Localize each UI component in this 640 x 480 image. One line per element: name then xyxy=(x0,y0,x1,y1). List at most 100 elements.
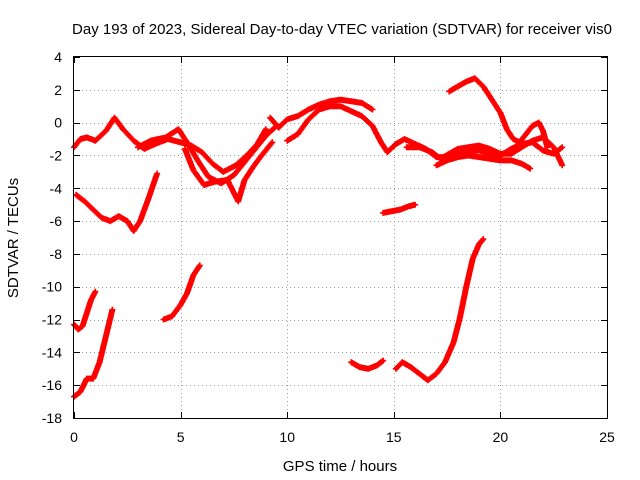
data-point xyxy=(531,124,534,128)
data-point xyxy=(121,128,125,131)
data-point xyxy=(509,147,513,151)
y-tick-label: 0 xyxy=(54,115,62,131)
chart-title: Day 193 of 2023, Sidereal Day-to-day VTE… xyxy=(72,21,612,38)
data-point xyxy=(435,372,438,375)
series-arc-3 xyxy=(181,139,276,205)
y-tick-label: -10 xyxy=(42,279,62,295)
series-markers xyxy=(71,288,99,333)
data-point xyxy=(185,292,189,295)
data-point xyxy=(286,118,289,121)
series-markers xyxy=(348,357,387,372)
data-point xyxy=(350,361,353,364)
data-point xyxy=(360,101,363,105)
data-point xyxy=(234,164,238,167)
data-point xyxy=(435,164,438,167)
data-point xyxy=(488,147,491,151)
data-point xyxy=(109,219,112,223)
series-arc-15 xyxy=(392,236,487,384)
data-point xyxy=(339,105,342,108)
data-point xyxy=(405,146,408,149)
data-point xyxy=(296,132,300,136)
data-point xyxy=(552,146,555,149)
data-point xyxy=(196,159,199,162)
data-point xyxy=(198,264,201,267)
data-point xyxy=(243,178,246,182)
series-arc-12 xyxy=(446,75,551,151)
data-point xyxy=(477,149,481,152)
x-tick-label: 0 xyxy=(70,429,78,445)
y-tick-label: 2 xyxy=(54,82,62,98)
data-point xyxy=(561,164,564,167)
data-point xyxy=(509,152,513,155)
data-point xyxy=(92,208,95,211)
data-point xyxy=(232,173,236,177)
data-point xyxy=(413,203,417,206)
data-point xyxy=(111,308,114,311)
series-arc-14 xyxy=(348,357,387,372)
y-tick-label: -16 xyxy=(42,377,62,393)
data-point xyxy=(394,142,398,146)
data-point xyxy=(443,361,447,364)
data-point xyxy=(505,128,508,131)
data-point xyxy=(358,365,361,369)
data-point xyxy=(488,152,491,155)
y-axis-label: SDTVAR / TECUs xyxy=(5,178,22,298)
data-point xyxy=(375,364,378,367)
data-point xyxy=(379,141,383,144)
data-point xyxy=(394,367,398,370)
data-point xyxy=(162,318,165,321)
data-point xyxy=(85,377,89,380)
data-point xyxy=(318,103,321,106)
data-point xyxy=(92,377,95,380)
data-point xyxy=(153,142,157,146)
data-point xyxy=(490,98,494,101)
data-point xyxy=(264,128,268,131)
data-point xyxy=(420,374,423,377)
data-point xyxy=(94,139,97,142)
data-point xyxy=(307,118,310,121)
data-point xyxy=(529,167,532,170)
series-arc-13 xyxy=(380,201,419,216)
data-point xyxy=(448,152,451,155)
data-point xyxy=(179,303,182,306)
data-point xyxy=(143,147,146,151)
data-point xyxy=(183,147,187,151)
data-point xyxy=(85,311,89,315)
data-point xyxy=(477,155,481,159)
data-point xyxy=(465,80,468,83)
data-point xyxy=(94,290,97,293)
data-point xyxy=(85,136,89,139)
data-point xyxy=(74,193,78,196)
data-point xyxy=(445,159,449,162)
data-point xyxy=(339,98,342,101)
data-point xyxy=(243,160,246,164)
data-point xyxy=(465,285,468,288)
data-point xyxy=(138,219,142,223)
data-point xyxy=(79,390,82,393)
data-point xyxy=(350,100,353,103)
data-point xyxy=(407,205,410,208)
data-point xyxy=(79,137,82,141)
data-point xyxy=(89,298,93,302)
data-point xyxy=(418,146,421,149)
data-point xyxy=(328,105,331,108)
x-tick-label: 10 xyxy=(279,429,295,445)
data-point xyxy=(467,146,470,149)
x-tick-label: 25 xyxy=(599,429,615,445)
data-point xyxy=(155,172,159,175)
data-point xyxy=(458,316,462,320)
data-point xyxy=(307,108,310,111)
x-tick-label: 5 xyxy=(177,429,185,445)
data-point xyxy=(401,361,404,364)
data-point xyxy=(117,215,121,218)
data-point xyxy=(477,242,481,246)
data-point xyxy=(213,180,216,183)
series-arc-7 xyxy=(160,262,203,323)
data-point xyxy=(499,159,502,162)
data-point xyxy=(488,157,491,160)
data-point xyxy=(381,211,385,215)
data-point xyxy=(81,324,84,328)
data-point xyxy=(546,146,549,149)
data-point xyxy=(254,147,257,151)
data-point xyxy=(136,146,140,149)
